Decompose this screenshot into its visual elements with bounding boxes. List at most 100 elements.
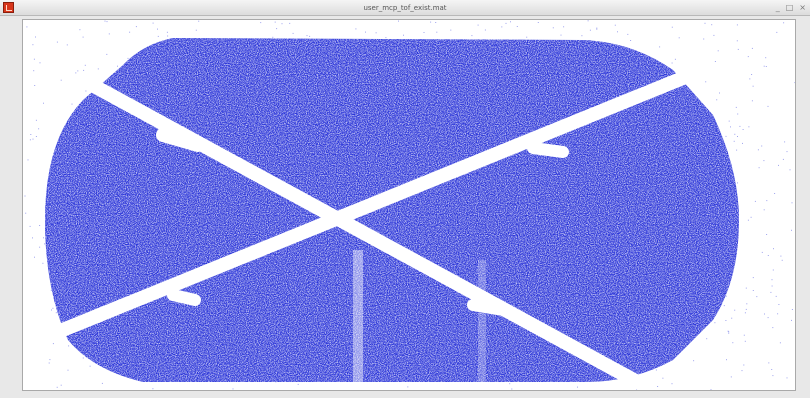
halo-point	[305, 65, 307, 66]
halo-point	[783, 22, 785, 24]
halo-point	[170, 252, 172, 254]
halo-point	[71, 103, 73, 105]
halo-point	[737, 48, 739, 50]
halo-point	[349, 256, 351, 258]
title-bar[interactable]: user_mcp_tof_exist.mat _ □ ×	[0, 0, 810, 16]
halo-point	[442, 336, 444, 338]
halo-point	[791, 319, 792, 321]
halo-point	[681, 167, 683, 169]
halo-point	[134, 180, 136, 182]
halo-point	[145, 137, 147, 139]
halo-point	[83, 69, 85, 71]
halo-point	[583, 367, 585, 369]
halo-point	[754, 200, 756, 202]
halo-point	[579, 191, 581, 193]
halo-point	[579, 262, 581, 264]
halo-point	[152, 388, 154, 390]
halo-point	[511, 330, 513, 332]
halo-point	[297, 127, 299, 129]
halo-point	[680, 204, 682, 205]
halo-point	[713, 34, 715, 36]
halo-point	[428, 348, 430, 350]
halo-point	[538, 59, 539, 61]
halo-point	[254, 80, 256, 82]
halo-point	[178, 65, 180, 67]
halo-point	[49, 359, 51, 361]
halo-point	[525, 268, 527, 270]
halo-point	[87, 209, 89, 211]
halo-point	[515, 197, 517, 199]
halo-point	[160, 85, 162, 87]
halo-point	[723, 305, 725, 307]
halo-point	[521, 298, 523, 300]
halo-point	[172, 265, 174, 267]
halo-point	[142, 51, 143, 53]
plot-canvas[interactable]	[22, 19, 796, 391]
halo-point	[569, 325, 571, 327]
halo-point	[35, 136, 37, 137]
halo-point	[720, 208, 722, 209]
halo-point	[644, 199, 646, 201]
halo-point	[734, 309, 736, 311]
halo-point	[152, 22, 154, 24]
halo-point	[791, 309, 793, 310]
halo-point	[223, 65, 225, 67]
halo-point	[45, 213, 47, 215]
halo-point	[564, 282, 565, 284]
halo-point	[106, 21, 108, 23]
halo-point	[344, 125, 346, 126]
halo-point	[772, 375, 774, 377]
scatter-halo	[24, 20, 795, 390]
halo-point	[68, 345, 70, 347]
halo-point	[60, 79, 62, 81]
halo-point	[479, 376, 481, 378]
app-icon[interactable]	[3, 2, 14, 13]
maximize-button[interactable]: □	[785, 3, 794, 12]
minimize-button[interactable]: _	[775, 3, 780, 12]
halo-point	[587, 226, 589, 228]
halo-point	[439, 377, 441, 379]
halo-point	[107, 156, 109, 158]
close-button[interactable]: ×	[799, 3, 806, 12]
halo-point	[266, 194, 268, 196]
halo-point	[715, 151, 717, 152]
halo-point	[29, 225, 31, 227]
halo-point	[647, 181, 649, 183]
halo-point	[34, 85, 36, 86]
halo-point	[287, 355, 289, 357]
halo-point	[50, 289, 52, 291]
halo-point	[356, 150, 358, 152]
halo-point	[348, 302, 350, 304]
halo-point	[378, 45, 380, 47]
halo-point	[417, 283, 419, 284]
halo-point	[630, 40, 632, 41]
halo-point	[412, 120, 413, 122]
halo-point	[602, 175, 604, 177]
halo-point	[621, 176, 623, 178]
halo-point	[375, 294, 377, 296]
halo-point	[672, 190, 674, 192]
halo-point	[190, 198, 192, 200]
halo-point	[712, 139, 714, 141]
halo-point	[82, 357, 84, 359]
halo-point	[734, 133, 736, 135]
halo-point	[166, 76, 168, 77]
halo-point	[770, 291, 772, 293]
halo-point	[713, 260, 715, 262]
halo-point	[30, 134, 32, 135]
halo-point	[368, 347, 370, 349]
halo-point	[182, 237, 184, 239]
halo-point	[398, 20, 399, 22]
halo-point	[295, 375, 297, 377]
halo-point	[739, 125, 741, 127]
halo-point	[458, 72, 460, 74]
halo-point	[142, 222, 144, 224]
halo-point	[643, 197, 645, 199]
halo-point	[355, 91, 357, 93]
halo-point	[312, 310, 314, 312]
halo-point	[399, 285, 401, 287]
halo-point	[707, 294, 709, 296]
halo-point	[473, 347, 475, 349]
halo-point	[265, 318, 267, 320]
halo-point	[147, 340, 149, 342]
